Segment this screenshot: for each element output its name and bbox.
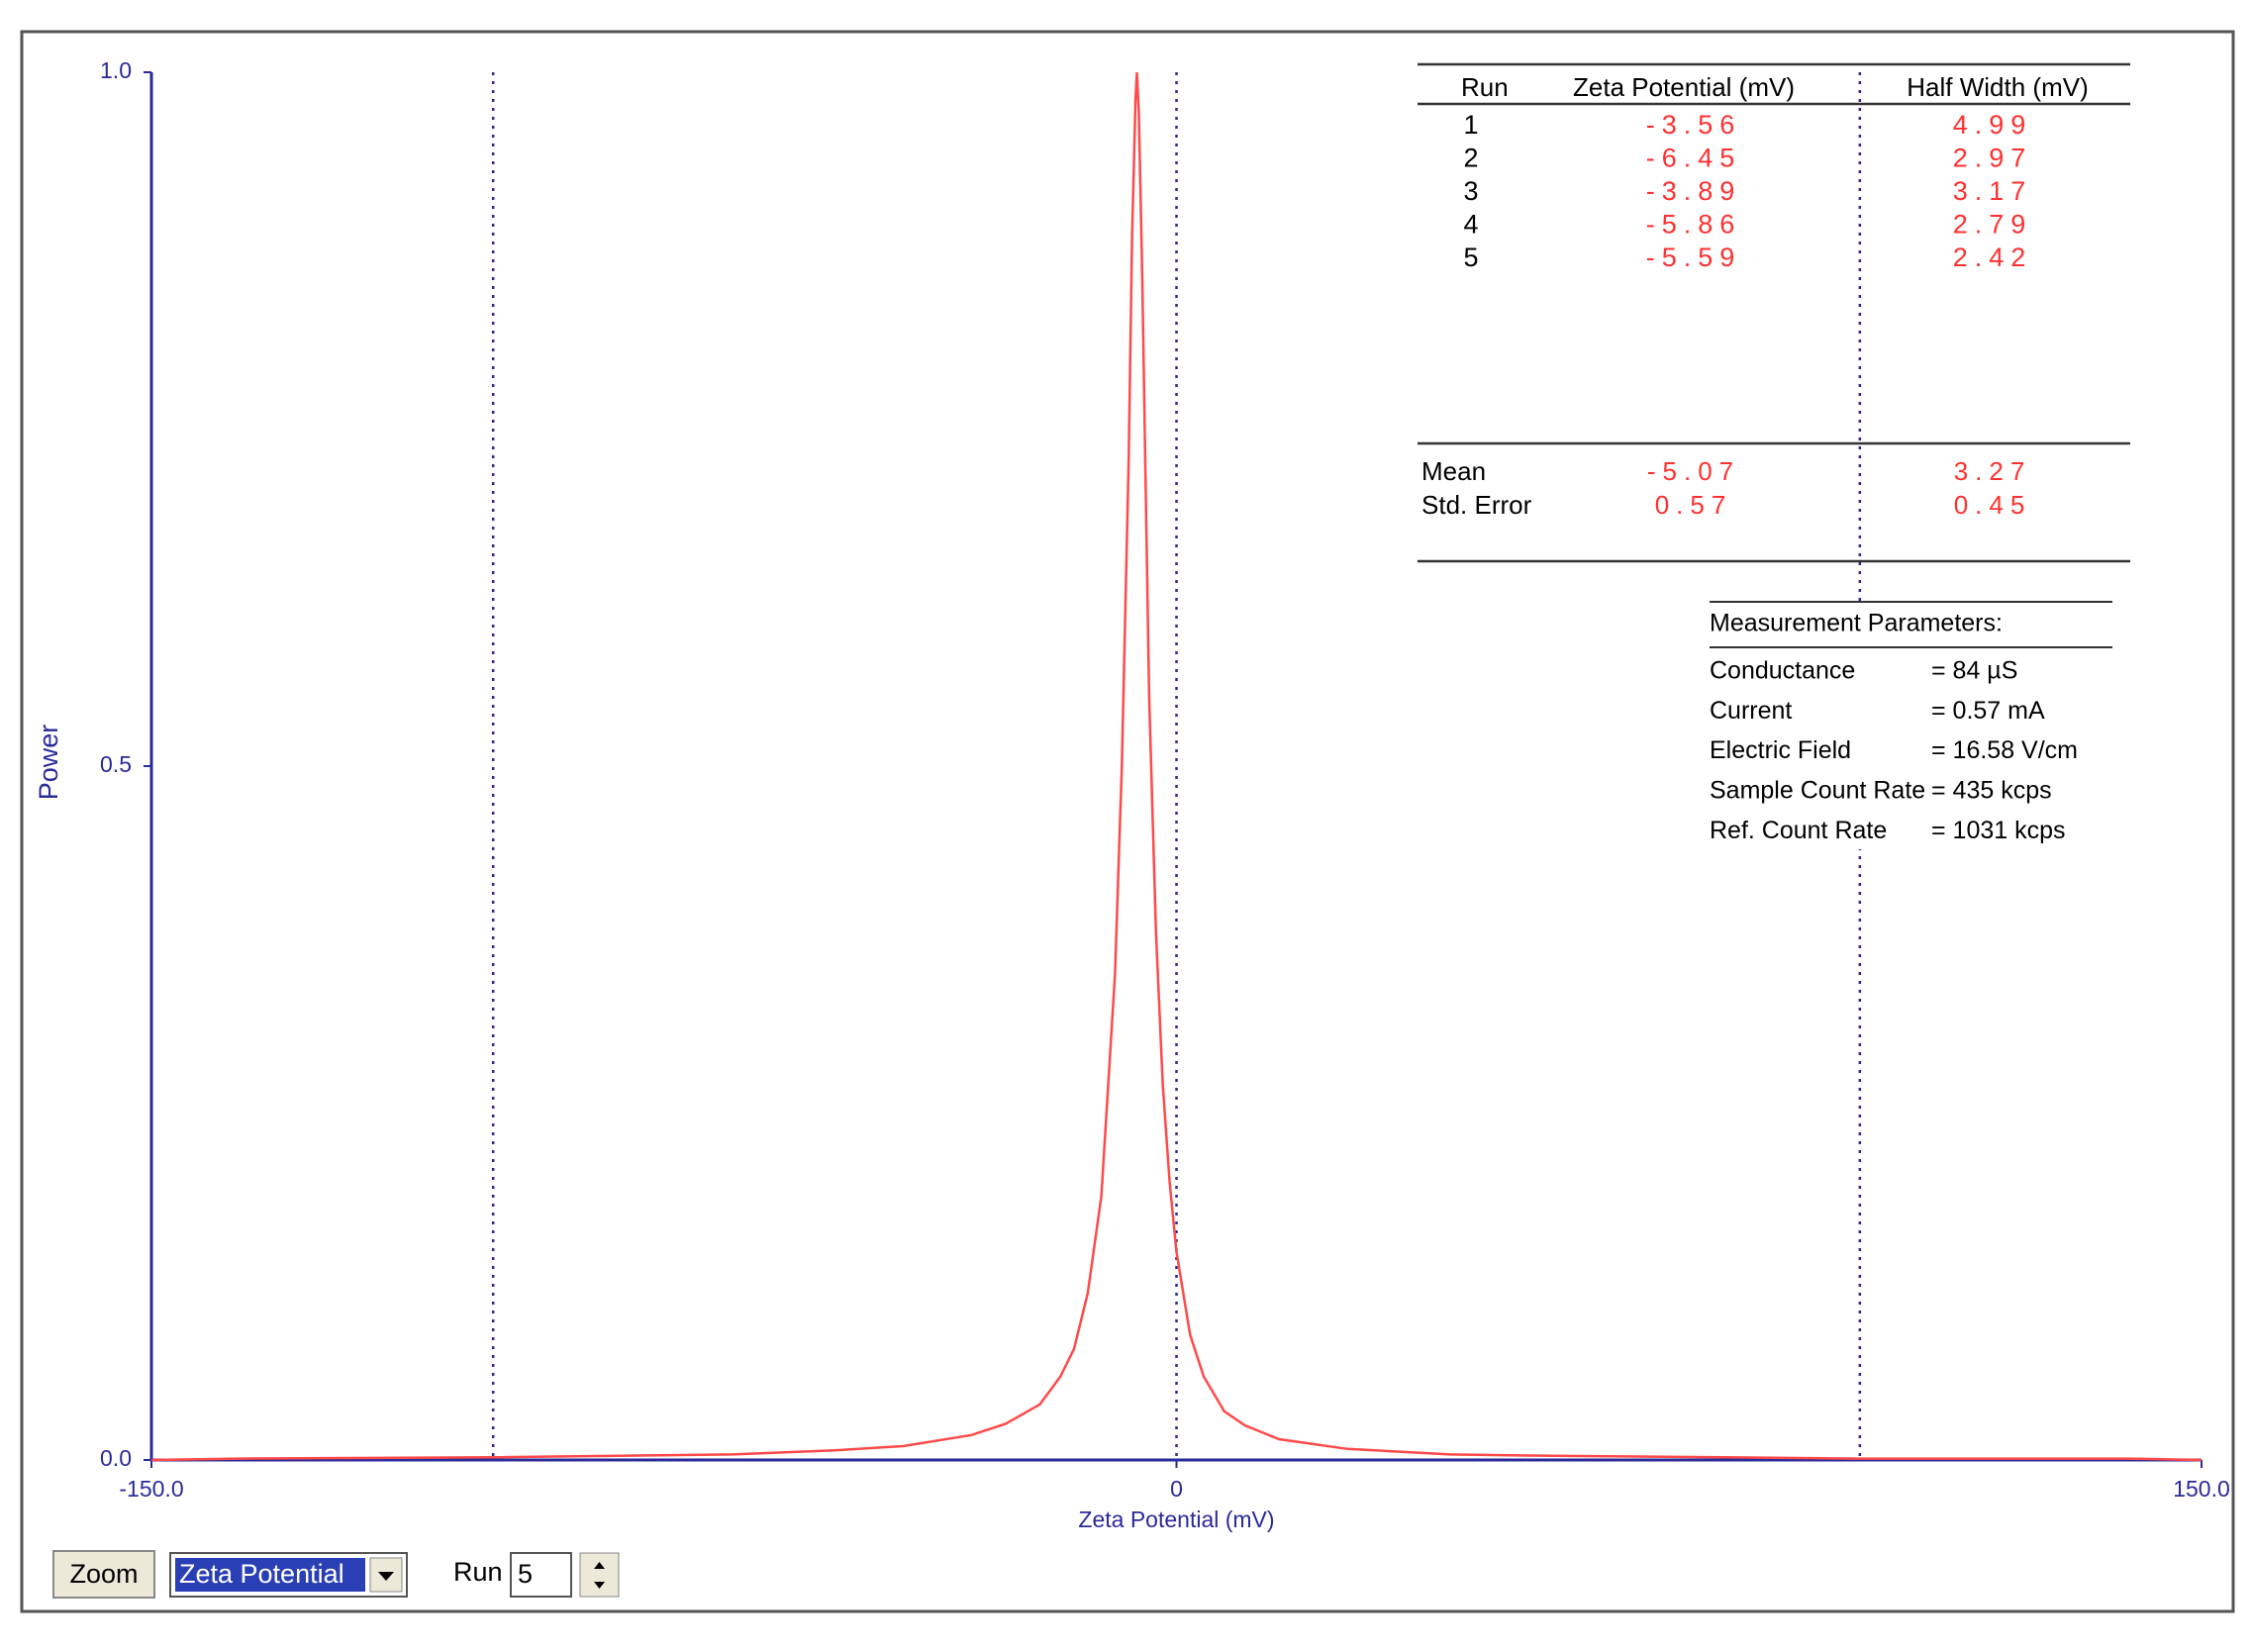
table-cell: -3.89: [1646, 176, 1742, 206]
x-tick-label: 150.0: [2173, 1476, 2230, 1502]
y-tick-label: 1.0: [100, 57, 132, 83]
table-cell: 2.97: [1953, 144, 2033, 173]
data-line: [150, 71, 2203, 1462]
mode-select-value[interactable]: Zeta Potential: [179, 1559, 344, 1589]
x-tick-label: 0: [1170, 1476, 1183, 1502]
parameter-cell: = 1031 kcps: [1931, 817, 2066, 844]
summary-cell: Std. Error: [1421, 490, 1532, 520]
parameter-cell: Ref. Count Rate: [1710, 817, 1887, 844]
select-arrow: [378, 1572, 394, 1581]
parameters-box: [1710, 602, 2112, 849]
parameter-cell: = 84 µS: [1931, 657, 2017, 685]
y-axis-label: Power: [34, 725, 63, 801]
spinner-arrows: [594, 1562, 605, 1589]
table-cell: -5.86: [1646, 210, 1742, 240]
table-header: Run: [1461, 72, 1509, 102]
zoom-button[interactable]: [52, 1550, 155, 1599]
zoom-button-label[interactable]: Zoom: [69, 1559, 138, 1589]
table-cell: 3.17: [1953, 176, 2033, 206]
table-cell: 3: [1463, 176, 1478, 206]
table-cell: -5.59: [1646, 243, 1742, 272]
parameter-cell: Current: [1710, 697, 1792, 725]
table-cell: 5: [1463, 243, 1478, 272]
parameter-cell: Sample Count Rate: [1710, 777, 1925, 805]
summary-cell: 0.57: [1655, 490, 1733, 520]
y-tick-label: 0.5: [100, 751, 132, 777]
table-cell: 2.42: [1953, 243, 2033, 272]
run-input-value[interactable]: 5: [518, 1559, 533, 1589]
summary-cell: Mean: [1421, 456, 1486, 486]
parameter-cell: Electric Field: [1710, 736, 1851, 764]
run-input[interactable]: [510, 1552, 572, 1598]
summary-cell: -5.07: [1647, 456, 1740, 486]
summary-cell: 0.45: [1954, 490, 2032, 520]
parameters-title: Measurement Parameters:: [1710, 610, 2003, 637]
run-label: Run: [453, 1557, 503, 1587]
table-cell: 1: [1463, 110, 1478, 140]
y-tick-label: 0.0: [100, 1445, 132, 1471]
parameter-cell: = 16.58 V/cm: [1931, 736, 2078, 764]
table-header: Half Width (mV): [1907, 72, 2088, 102]
table-cell: -3.56: [1646, 110, 1742, 140]
parameter-cell: = 0.57 mA: [1931, 697, 2045, 725]
summary-cell: 3.27: [1954, 456, 2032, 486]
x-axis-label: Zeta Potential (mV): [1078, 1506, 1274, 1532]
x-tick-label: -150.0: [119, 1476, 183, 1502]
table-header: Zeta Potential (mV): [1573, 72, 1795, 102]
table-cell: -6.45: [1646, 144, 1742, 173]
table-cell: 2: [1463, 144, 1478, 173]
table-cell: 4.99: [1953, 110, 2033, 140]
parameter-cell: Conductance: [1710, 657, 1855, 685]
table-cell: 4: [1463, 210, 1478, 240]
parameter-cell: = 435 kcps: [1931, 777, 2052, 805]
table-cell: 2.79: [1953, 210, 2033, 240]
select-highlight: [175, 1558, 365, 1592]
run-spinner[interactable]: [579, 1552, 620, 1598]
